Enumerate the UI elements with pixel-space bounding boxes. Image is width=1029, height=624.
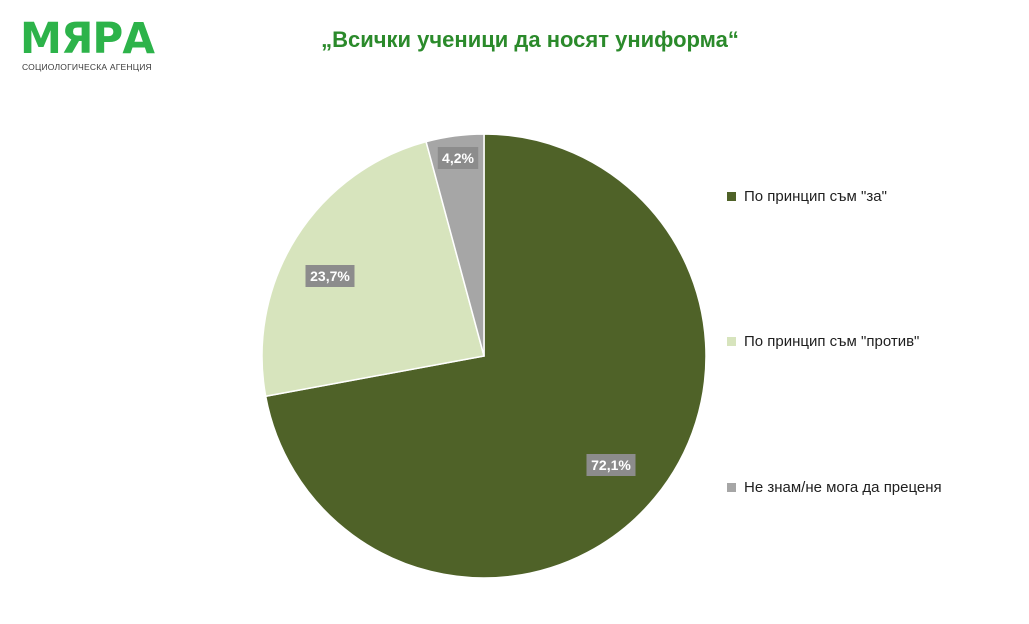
data-label-text: 23,7% — [310, 268, 350, 284]
chart-title: „Всички ученици да носят униформа“ — [321, 27, 739, 52]
data-label-text: 4,2% — [442, 150, 474, 166]
legend-swatch — [727, 483, 736, 492]
pie-slice-2 — [261, 140, 485, 398]
data-labels: 72,1% 23,7% 4,2% — [305, 147, 636, 476]
legend-item-3: Не знам/не мога да преценя — [727, 477, 954, 499]
logo-subtitle: СОЦИОЛОГИЧЕСКА АГЕНЦИЯ — [22, 62, 152, 72]
legend-item-1: По принцип съм "за" — [727, 186, 954, 208]
data-label-2: 23,7% — [305, 265, 355, 287]
legend-label: По принцип съм "за" — [744, 188, 887, 205]
data-label-text: 72,1% — [591, 457, 631, 473]
data-label-background — [437, 147, 479, 169]
pie-slices — [261, 133, 707, 579]
legend-swatch — [727, 192, 736, 201]
data-label-background — [305, 265, 355, 287]
data-label-1: 72,1% — [586, 454, 636, 476]
data-label-3: 4,2% — [437, 147, 479, 169]
data-label-background — [586, 454, 636, 476]
legend-swatch — [727, 337, 736, 346]
legend-label: Не знам/не мога да преценя — [744, 479, 942, 496]
legend-item-2: По принцип съм "против" — [727, 331, 954, 353]
brand-logo: МЯРА СОЦИОЛОГИЧЕСКА АГЕНЦИЯ — [20, 14, 160, 73]
logo-wordmark: МЯРА — [20, 14, 155, 64]
legend-label: По принцип съм "против" — [744, 333, 920, 350]
pie-slice-3 — [425, 133, 485, 357]
